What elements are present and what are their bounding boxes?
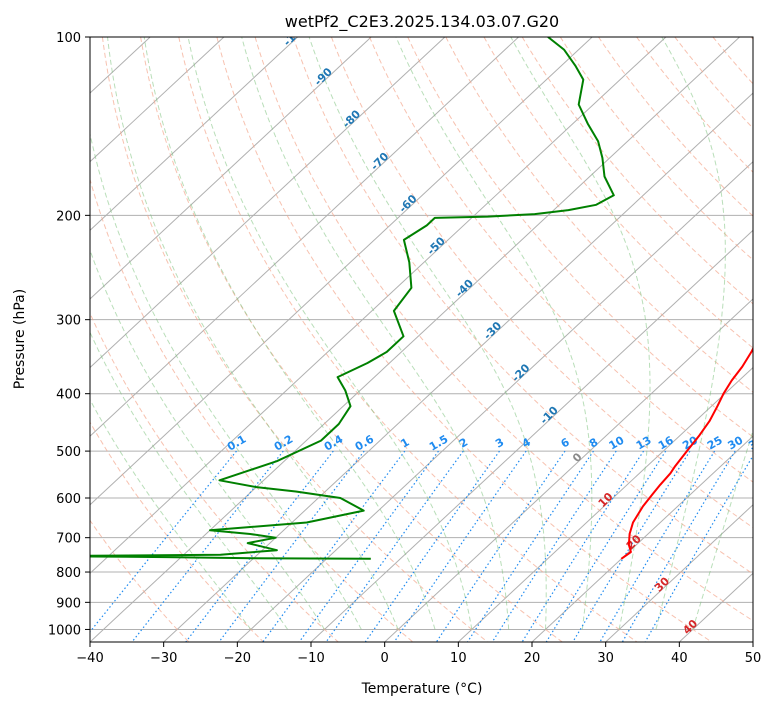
x-tick-label: −20 — [224, 651, 251, 666]
y-tick-label: 900 — [56, 596, 81, 611]
y-tick-label: 600 — [56, 492, 81, 507]
y-tick-label: 700 — [56, 532, 81, 547]
y-tick-label: 300 — [56, 314, 81, 329]
x-tick-label: 50 — [745, 651, 762, 666]
x-tick-label: −10 — [297, 651, 324, 666]
y-tick-label: 100 — [56, 31, 81, 46]
x-tick-label: 0 — [381, 651, 389, 666]
y-axis-label: Pressure (hPa) — [12, 289, 28, 389]
y-tick-label: 200 — [56, 209, 81, 224]
x-tick-label: −40 — [76, 651, 103, 666]
x-tick-label: 30 — [597, 651, 614, 666]
x-tick-label: −30 — [150, 651, 177, 666]
y-tick-label: 500 — [56, 445, 81, 460]
x-axis-label: Temperature (°C) — [361, 681, 483, 697]
y-tick-label: 400 — [56, 388, 81, 403]
y-tick-label: 1000 — [48, 623, 81, 638]
x-tick-label: 20 — [524, 651, 541, 666]
x-tick-label: 10 — [450, 651, 467, 666]
y-tick-label: 800 — [56, 566, 81, 581]
chart-title: wetPf2_C2E3.2025.134.03.07.G20 — [285, 12, 559, 32]
x-tick-label: 40 — [671, 651, 688, 666]
